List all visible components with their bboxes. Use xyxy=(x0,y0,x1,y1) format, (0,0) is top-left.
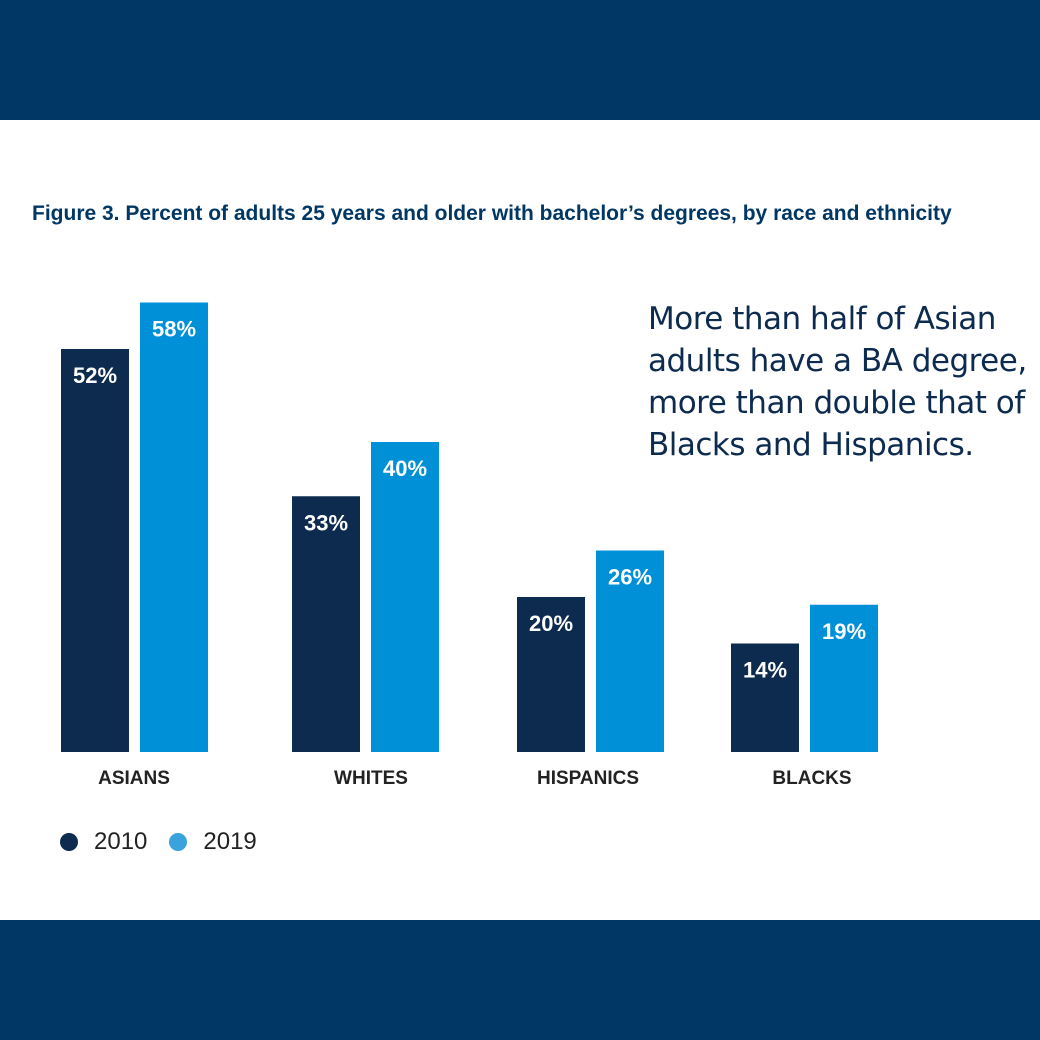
bar-whites-2019 xyxy=(371,442,439,752)
legend-dot-2019 xyxy=(169,833,188,851)
bar-blacks-2010 xyxy=(731,643,799,752)
bar-asians-2010 xyxy=(61,349,129,752)
bar-hispanics-2010 xyxy=(517,597,585,752)
bar-asians-2019 xyxy=(140,302,208,752)
category-label-blacks: BLACKS xyxy=(772,768,851,789)
header-band xyxy=(0,0,1040,120)
category-label-whites: WHITES xyxy=(334,768,408,789)
bar-hispanics-2019 xyxy=(596,550,664,752)
category-label-asians: ASIANS xyxy=(98,768,170,789)
chart-title: Figure 3. Percent of adults 25 years and… xyxy=(32,202,952,225)
legend-label-2019: 2019 xyxy=(203,828,257,855)
data-label-whites-2019: 40% xyxy=(383,456,427,481)
data-label-blacks-2010: 14% xyxy=(743,658,787,683)
data-label-asians-2010: 52% xyxy=(73,363,117,388)
chart-annotation: More than half of Asian adults have a BA… xyxy=(648,301,1027,463)
legend-label-2010: 2010 xyxy=(94,828,148,855)
data-label-hispanics-2010: 20% xyxy=(529,611,573,636)
footer-band xyxy=(0,920,1040,1040)
legend-item-2010: 2010 xyxy=(60,828,147,856)
data-label-blacks-2019: 19% xyxy=(822,619,866,644)
bar-whites-2010 xyxy=(292,496,360,752)
bar-blacks-2019 xyxy=(810,604,878,752)
data-label-asians-2019: 58% xyxy=(152,317,196,342)
chart-legend: 2010 2019 xyxy=(60,828,279,856)
data-label-whites-2010: 33% xyxy=(304,510,348,535)
data-label-hispanics-2019: 26% xyxy=(608,565,652,590)
category-label-hispanics: HISPANICS xyxy=(537,768,639,789)
legend-dot-2010 xyxy=(60,833,78,851)
legend-item-2019: 2019 xyxy=(169,828,257,856)
